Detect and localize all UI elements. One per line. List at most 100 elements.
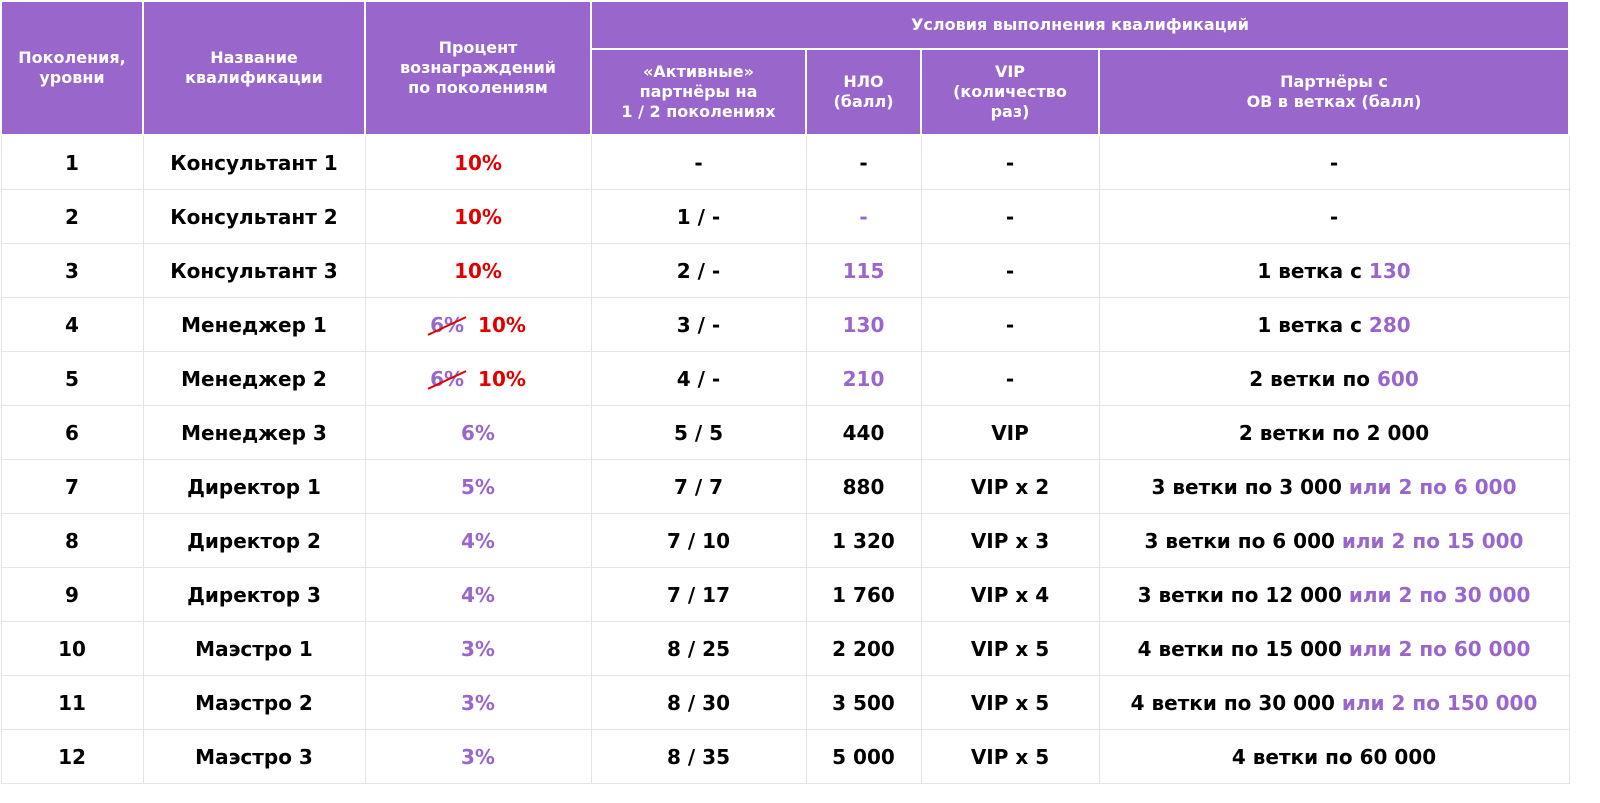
cell-text: или 2 по 6 000 (1348, 474, 1517, 499)
cell-text: Директор 3 (187, 582, 321, 607)
cell-text: VIP x 5 (970, 744, 1050, 769)
cell-text: - (694, 150, 703, 175)
cell-text: 210 (842, 366, 885, 391)
table-cell: 5% (364, 459, 592, 514)
cell-text: 130 (842, 312, 885, 337)
table-row: 8 Директор 2 4% 7 / 10 1 320 VIP x 3 3 ветки п… (0, 513, 1570, 568)
cell-text: 2 ветки по 2 000 (1238, 420, 1430, 445)
cell-text: - (859, 150, 868, 175)
table-row: 9 Директор 3 4% 7 / 17 1 760 VIP x 4 3 ветки п… (0, 567, 1570, 622)
cell-text: 1 320 (832, 528, 895, 553)
table-cell: Консультант 3 (142, 243, 366, 298)
cell-text: 3 ветки по 3 000 (1151, 474, 1349, 499)
cell-text: 3% (461, 744, 495, 769)
header-cell: «Активные» партнёры на 1 / 2 поколениях (590, 48, 807, 136)
table-row: 10 Маэстро 1 3% 8 / 25 2 200 VIP x 5 4 ветки п… (0, 621, 1570, 676)
cell-text: - (1005, 204, 1015, 229)
cell-text: - (1329, 204, 1339, 229)
header-cell: Партнёры с ОВ в ветках (балл) (1097, 48, 1571, 136)
cell-text: 4 ветки по 15 000 (1137, 636, 1349, 661)
table-cell: - (920, 297, 1100, 352)
table-cell: 8 / 30 (590, 675, 807, 730)
table-row: 4 Менеджер 1 6% 10% 3 / - 130 - 1 ветка с 280 (0, 297, 1570, 352)
table-cell: 6% (364, 405, 592, 460)
table-cell: 11 (0, 675, 144, 730)
table-cell: 2 (0, 189, 144, 244)
cell-text: 3 ветки по 12 000 (1137, 582, 1349, 607)
group-header: Условия выполнения квалификаций (589, 0, 1571, 50)
cell-text: Директор 2 (187, 528, 321, 553)
table-cell: - (1098, 189, 1570, 244)
table-cell: 4 / - (590, 351, 807, 406)
cell-text: VIP x 3 (970, 528, 1050, 553)
cell-text: 1 ветка с (1257, 312, 1369, 337)
cell-text: - (1005, 258, 1015, 283)
table-row: 5 Менеджер 2 6% 10% 4 / - 210 - 2 ветки по 600 (0, 351, 1570, 406)
cell-text: 10% (478, 366, 526, 391)
cell-text: 1 / - (676, 204, 721, 229)
table-cell: 440 (805, 405, 922, 460)
cell-text: 10% (454, 204, 502, 229)
table-cell: 10% (364, 243, 592, 298)
cell-text: 115 (842, 258, 885, 283)
cell-text: Менеджер 2 (181, 366, 327, 391)
table-cell: 4% (364, 513, 592, 568)
table-cell: - (920, 351, 1100, 406)
table-cell: 7 / 10 (590, 513, 807, 568)
cell-text: или 2 по 150 000 (1341, 690, 1538, 715)
cell-text: Консультант 1 (170, 150, 338, 175)
table-cell: 3 ветки по 12 000 или 2 по 30 000 (1098, 567, 1570, 622)
table-cell: Маэстро 3 (142, 729, 366, 784)
table-cell: 1 760 (805, 567, 922, 622)
cell-text: 130 (1368, 258, 1411, 283)
table-cell: 10% (364, 134, 592, 190)
cell-text: 3% (461, 690, 495, 715)
cell-text: 5 / 5 (673, 420, 724, 445)
table-cell: 1 / - (590, 189, 807, 244)
cell-text: 7 (65, 474, 79, 499)
table-cell: - (805, 189, 922, 244)
table-cell: VIP x 4 (920, 567, 1100, 622)
cell-text: 1 (65, 150, 79, 175)
table-cell: 4 ветки по 15 000 или 2 по 60 000 (1098, 621, 1570, 676)
table-cell: 2 ветки по 600 (1098, 351, 1570, 406)
cell-text: 5 (65, 366, 79, 391)
table-cell: 3 ветки по 6 000 или 2 по 15 000 (1098, 513, 1570, 568)
cell-text: VIP x 5 (970, 690, 1050, 715)
cell-text: 5 000 (832, 744, 895, 769)
cell-text: VIP x 4 (970, 582, 1050, 607)
table-cell: 8 / 25 (590, 621, 807, 676)
table-cell: - (590, 134, 807, 190)
table-cell: Менеджер 3 (142, 405, 366, 460)
cell-text: Менеджер 3 (181, 420, 327, 445)
table-cell: 3 / - (590, 297, 807, 352)
cell-text: VIP x 2 (970, 474, 1050, 499)
table-cell: 3 ветки по 3 000 или 2 по 6 000 (1098, 459, 1570, 514)
cell-text: 3 500 (832, 690, 895, 715)
table-cell: Консультант 1 (142, 134, 366, 190)
cell-text: или 2 по 60 000 (1348, 636, 1531, 661)
cell-text: 2 (65, 204, 79, 229)
table-cell: - (1098, 134, 1570, 190)
cell-text: VIP x 5 (970, 636, 1050, 661)
cell-text: 440 (842, 420, 885, 445)
table-cell: 5 000 (805, 729, 922, 784)
qualification-table: Поколения, уровни Название квалификации … (0, 0, 1571, 784)
cell-text: 4 ветки по 60 000 (1231, 744, 1437, 769)
table-cell: 7 (0, 459, 144, 514)
table-cell: Консультант 2 (142, 189, 366, 244)
cell-text: Консультант 3 (170, 258, 338, 283)
cell-text: 3% (461, 636, 495, 661)
cell-text: - (1005, 150, 1015, 175)
table-cell: - (805, 134, 922, 190)
cell-text: 2 200 (832, 636, 895, 661)
table-row: 12 Маэстро 3 3% 8 / 35 5 000 VIP x 5 4 ветки п… (0, 729, 1570, 784)
header-cell: Процент вознаграждений по поколениям (364, 0, 592, 136)
cell-text: 10 (58, 636, 86, 661)
table-cell: 1 ветка с 280 (1098, 297, 1570, 352)
cell-text: 7 / 10 (667, 528, 730, 553)
cell-text: 8 / 35 (667, 744, 730, 769)
cell-text: 11 (58, 690, 86, 715)
table-cell: 115 (805, 243, 922, 298)
table-cell: 10 (0, 621, 144, 676)
